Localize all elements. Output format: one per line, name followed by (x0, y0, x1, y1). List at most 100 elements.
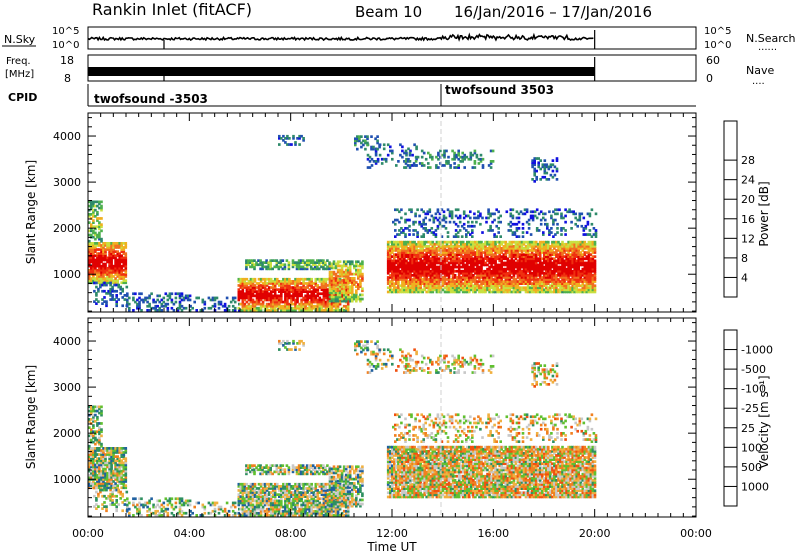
power-cell (546, 222, 549, 226)
power-cell (251, 298, 255, 302)
power-cell (397, 261, 400, 265)
power-cell (549, 255, 552, 258)
power-cell (112, 256, 115, 260)
power-cell (328, 270, 332, 274)
power-cell (304, 286, 307, 289)
power-cell (496, 265, 499, 269)
power-cell (308, 290, 311, 293)
power-cell (114, 264, 117, 268)
power-cell (433, 282, 437, 285)
power-cell (423, 286, 426, 290)
power-cell (403, 286, 406, 290)
power-cell (500, 284, 503, 288)
power-cell (120, 271, 123, 274)
power-cell (404, 212, 407, 216)
power-cell (393, 253, 396, 256)
power-cell (305, 265, 309, 269)
power-cell (415, 263, 418, 267)
power-cell (304, 296, 307, 300)
power-cell (366, 157, 370, 161)
power-cell (498, 269, 501, 273)
power-cell (530, 253, 534, 256)
power-cell (577, 284, 580, 288)
power-cell (278, 306, 281, 310)
power-cell (500, 242, 503, 246)
power-cell (451, 278, 455, 281)
power-cell (555, 167, 559, 171)
power-cell (417, 261, 420, 265)
power-cell (463, 249, 467, 252)
nsky-strip: N.Sky 10^5 10^0 10^5 10^0 N.Search .....… (2, 26, 796, 53)
power-cell (124, 266, 128, 270)
power-cell (415, 261, 418, 265)
power-cell (267, 296, 271, 300)
power-cell (521, 222, 525, 226)
power-cell (459, 253, 463, 256)
power-cell (114, 246, 117, 249)
power-cell (431, 280, 435, 283)
power-cell (302, 288, 305, 291)
power-cell (561, 242, 564, 246)
power-cell (447, 247, 451, 250)
power-cell (328, 309, 332, 312)
power-cell (463, 253, 467, 256)
power-cell (397, 276, 400, 279)
power-cell (253, 259, 256, 262)
power-cell (449, 245, 453, 248)
power-cell (94, 233, 97, 237)
power-cell (534, 282, 538, 285)
power-cell (500, 278, 503, 281)
power-cell (401, 240, 404, 244)
power-cell (515, 229, 519, 232)
power-cell (499, 235, 502, 238)
power-cell (88, 239, 91, 243)
power-cell (401, 280, 404, 283)
power-cell (496, 257, 499, 261)
power-cell (520, 276, 524, 279)
power-cell (575, 288, 578, 292)
power-cell (567, 290, 570, 294)
power-cell (98, 271, 101, 274)
power-cell (567, 271, 570, 275)
power-cell (249, 259, 252, 262)
power-cell (478, 255, 481, 258)
power-cell (88, 260, 91, 264)
power-cell (456, 224, 460, 228)
power-cell (324, 302, 328, 306)
power-cell (554, 212, 557, 216)
power-cell (516, 242, 520, 246)
power-cell (463, 242, 467, 246)
power-cell (344, 285, 348, 288)
power-cell (338, 297, 342, 301)
power-cell (450, 214, 454, 218)
power-cell (579, 240, 583, 244)
power-cell (408, 153, 412, 157)
power-cell (555, 278, 558, 281)
power-cell (494, 251, 497, 254)
power-cell (90, 204, 93, 208)
power-cell (478, 271, 481, 275)
power-cell (516, 251, 520, 254)
power-cell (520, 286, 524, 290)
power-cell (407, 290, 410, 294)
power-cell (116, 279, 119, 282)
power-cell (237, 280, 241, 283)
power-cell (547, 249, 550, 252)
power-cell (253, 290, 257, 293)
power-cell (122, 275, 126, 278)
power-cell (454, 214, 458, 218)
power-cell (217, 306, 221, 310)
power-cell (581, 274, 585, 277)
power-cell (490, 255, 493, 258)
power-cell (551, 274, 554, 277)
power-cell (502, 286, 506, 290)
power-cell (281, 267, 285, 271)
power-cell (96, 233, 99, 237)
power-cell (453, 269, 457, 273)
power-cell (508, 290, 512, 294)
power-cell (557, 290, 560, 294)
power-cell (593, 271, 597, 275)
power-cell (247, 259, 250, 262)
power-cell (470, 240, 473, 244)
power-cell (104, 256, 107, 260)
